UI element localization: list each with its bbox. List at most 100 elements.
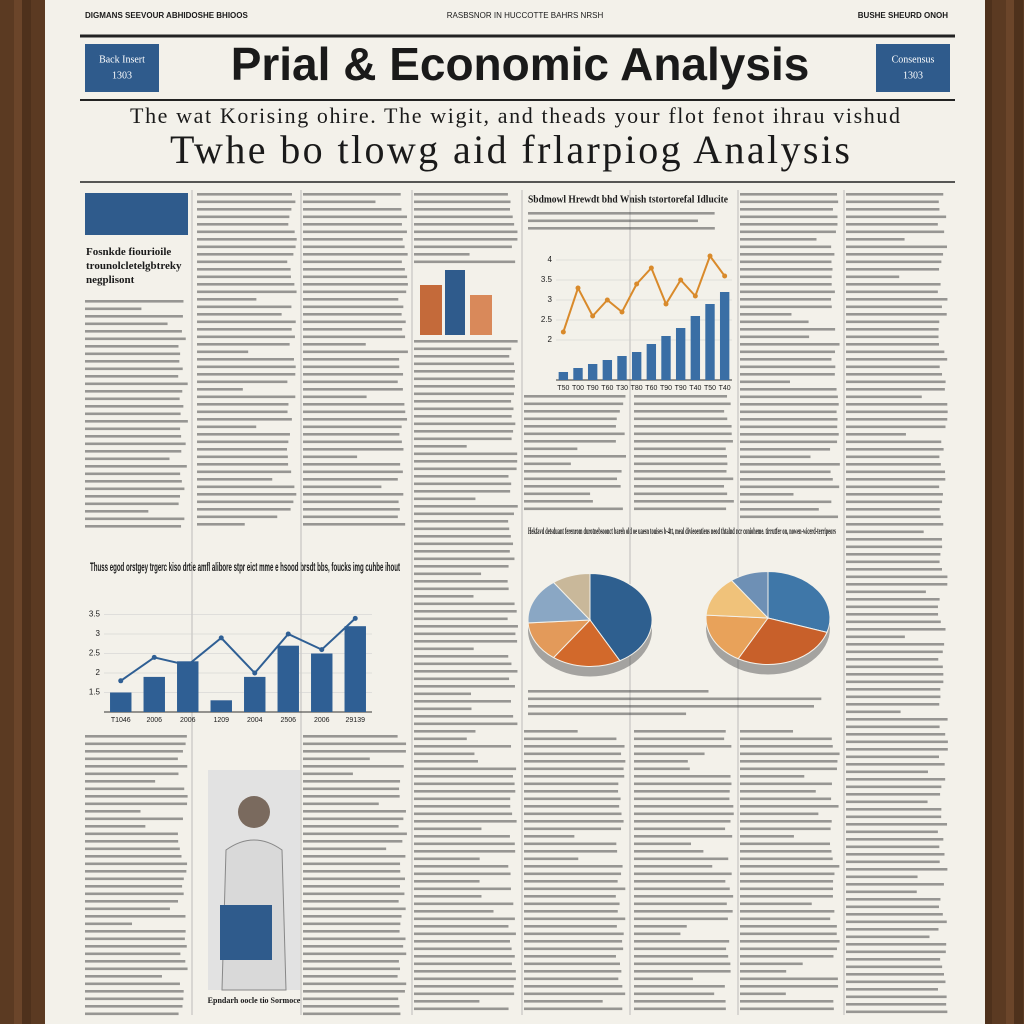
text-line [634,1000,726,1003]
text-line [846,763,945,766]
text-line [524,470,622,473]
text-line [846,898,941,901]
text-line [634,865,713,868]
text-line [303,802,379,806]
text-line [846,995,947,999]
y-tick-label: 3 [96,629,101,638]
text-line [414,820,517,823]
x-tick-label: 29139 [346,717,366,724]
text-line [414,245,512,249]
text-line [740,925,837,928]
text-line [524,790,619,793]
point [185,662,191,668]
bar [277,645,299,712]
text-line [303,870,401,873]
text-line [846,455,940,459]
text-line [303,350,408,354]
text-line [740,820,832,823]
text-line [740,872,835,876]
text-line [414,692,472,696]
text-line [846,695,941,699]
text-line [528,690,709,693]
text-line [414,722,518,726]
text-line [414,385,515,388]
text-line [197,245,296,249]
point [590,313,596,319]
text-line [740,253,835,256]
x-tick-label: T80 [631,385,643,392]
text-line [846,755,939,759]
text-line [528,712,687,716]
text-line [85,337,186,341]
text-line [740,373,835,376]
text-line [85,360,180,363]
text-line [524,812,622,816]
top-left: DIGMANS SEEVOUR ABHIDOSHE BHIOOS [85,11,248,20]
text-line [740,238,817,241]
text-line [524,797,621,801]
point [252,670,258,676]
text-line [414,475,509,478]
text-line [85,922,133,926]
text-line [846,890,917,894]
text-line [740,433,839,436]
illustration [470,295,492,335]
text-line [414,340,518,343]
text-line [846,515,941,519]
text-line [740,508,819,511]
text-line [414,610,517,613]
text-line [414,992,515,996]
text-line [634,955,729,958]
point [634,281,640,287]
text-line [303,990,405,993]
text-line [524,455,626,458]
text-line [85,817,183,821]
x-tick-label: 2004 [247,717,263,724]
text-line [740,895,833,898]
pie-slice [527,581,592,624]
text-line [197,515,278,519]
text-line [740,1007,834,1011]
left-box-text: Back Insert [99,54,145,65]
text-line [634,462,728,466]
text-line [740,865,840,868]
text-line [740,932,837,936]
text-line [414,550,510,553]
text-line [846,703,940,706]
text-line [524,895,616,898]
text-line [303,967,401,971]
text-line [197,418,292,421]
text-line [740,782,832,786]
text-line [303,975,398,978]
text-line [846,298,948,301]
text-line [846,823,948,826]
text-line [414,842,515,846]
text-line [524,745,625,748]
text-line [524,910,618,913]
text-line [197,455,288,459]
text-line [740,775,805,778]
text-line [303,290,407,294]
y-tick-label: 3 [548,295,553,304]
text-line [303,253,408,256]
text-line [846,733,946,736]
text-line [634,455,727,458]
text-line [634,402,731,406]
text-line [634,410,725,413]
text-line [846,650,943,654]
y-tick-label: 2 [96,668,101,677]
text-line [414,632,516,636]
text-line [846,343,939,346]
text-line [85,382,188,386]
text-line [85,907,170,911]
x-tick-label: T1046 [111,717,131,724]
text-line [414,437,512,441]
bar [573,368,583,380]
text-line [414,505,518,508]
text-line [85,855,182,858]
text-line [85,750,183,753]
text-line [197,433,290,436]
text-line [740,425,838,429]
text-line [303,403,405,406]
text-line [85,847,180,851]
